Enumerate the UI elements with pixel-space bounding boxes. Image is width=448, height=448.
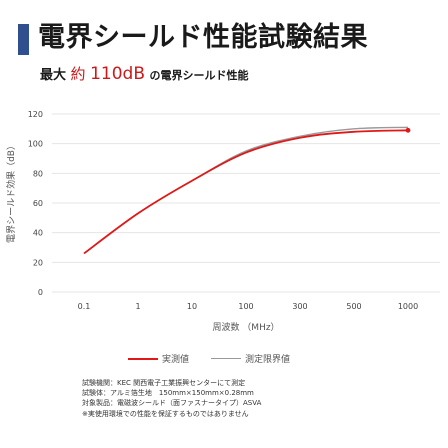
y-tick-label: 0 [38, 288, 43, 297]
y-tick-label: 80 [33, 169, 43, 178]
y-axis-ticks: 0 20 40 60 80 100 120 [28, 110, 43, 297]
subtitle-suffix: の電界シールド性能 [149, 69, 249, 82]
shield-performance-chart: 0 20 40 60 80 100 120 0.1 1 10 100 300 500 1000 電界シー… [5, 110, 440, 333]
note-line: 対象製品：電磁波シールド（面ファスナータイプ）ASVA [82, 399, 262, 408]
subtitle-approx: 約 [70, 65, 86, 83]
y-tick-label: 100 [28, 140, 43, 149]
test-notes: 試験機関：KEC 関西電子工業振興センターにて測定 試験体：アルミ箔生地 150… [82, 378, 261, 419]
note-line: ※実使用環境での性能を保証するものではありません [82, 409, 249, 418]
y-tick-label: 20 [33, 258, 43, 267]
page-title: 電界シールド性能試験結果 [38, 22, 368, 53]
chart-series [83, 126, 411, 255]
y-tick-label: 120 [28, 110, 43, 119]
y-axis-label: 電界シールド効果（dB） [5, 141, 17, 243]
y-tick-label: 60 [33, 199, 43, 208]
x-tick-label: 1 [135, 302, 140, 311]
chart-legend: 実測値 測定限界値 [128, 352, 290, 365]
x-tick-label: 100 [238, 302, 253, 311]
note-line: 試験体：アルミ箔生地 150mm×150mm×0.28mm [82, 389, 254, 398]
x-tick-label: 10 [187, 302, 197, 311]
y-tick-label: 40 [33, 229, 43, 238]
x-tick-label: 500 [346, 302, 361, 311]
series-end-marker [405, 127, 411, 133]
x-tick-label: 0.1 [78, 302, 91, 311]
subtitle-value: 110dB [90, 64, 145, 84]
series-line-limit [83, 126, 409, 254]
page-subtitle: 最大 約 110dB の電界シールド性能 [40, 63, 249, 87]
x-axis-label: 周波数 （MHz） [212, 321, 279, 333]
x-tick-label: 1000 [398, 302, 418, 311]
legend-label-limit: 測定限界値 [245, 355, 291, 365]
x-axis-ticks: 0.1 1 10 100 300 500 1000 [78, 302, 419, 311]
x-tick-label: 300 [292, 302, 307, 311]
legend-swatch-limit [211, 358, 242, 359]
subtitle-prefix: 最大 [40, 68, 67, 83]
chart-grid [52, 113, 440, 293]
legend-label-measured: 実測値 [162, 355, 190, 365]
title-accent-bar [18, 24, 29, 55]
legend-swatch-measured [128, 357, 158, 360]
note-line: 試験機関：KEC 関西電子工業振興センターにて測定 [82, 379, 246, 387]
series-line-measured [83, 129, 409, 255]
